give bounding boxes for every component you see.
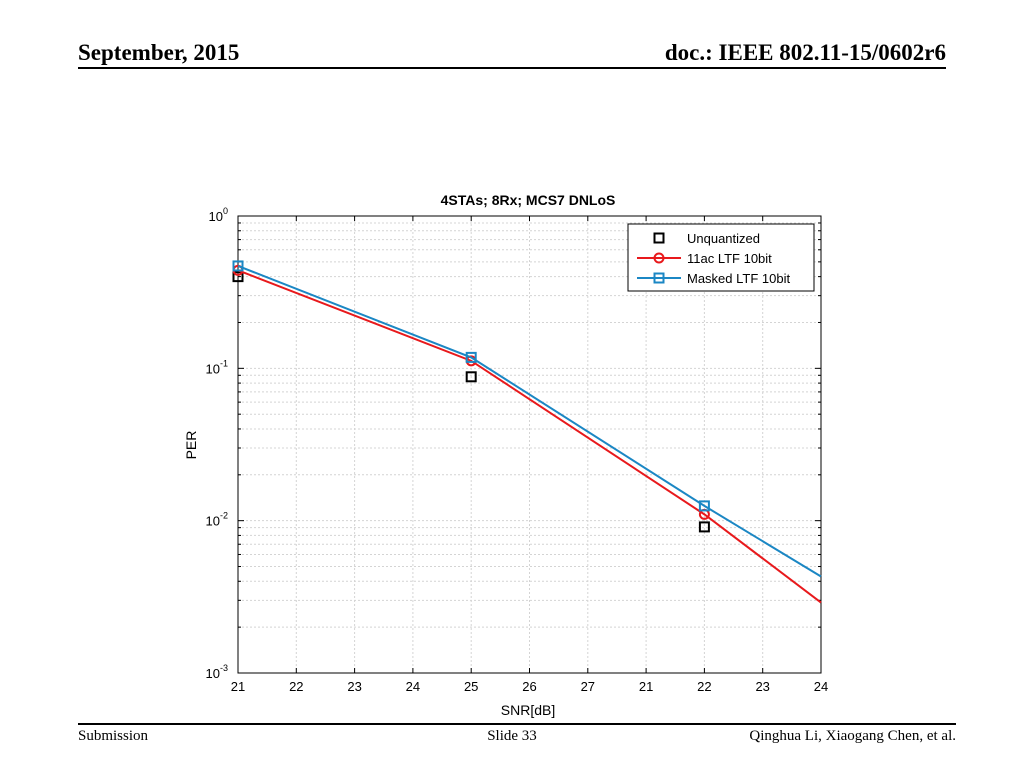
legend-marker-11ac-ltf-10bit: [653, 252, 665, 264]
masked-ltf-10bit-point: [698, 500, 710, 512]
y-axis-label: PER: [183, 431, 199, 460]
masked-ltf-10bit-point: [465, 351, 477, 363]
x-tick-label: 24: [814, 679, 828, 694]
legend-marker-masked-ltf-10bit: [653, 272, 665, 284]
grid-lines: [238, 216, 821, 673]
footer-rule: [78, 723, 956, 725]
11ac-ltf-10bit-line: [237, 269, 822, 604]
unquantized-point: [232, 271, 244, 283]
header-rule: [78, 67, 946, 69]
axes-box: [237, 215, 822, 674]
x-tick-label: 22: [697, 679, 711, 694]
legend-label-masked-ltf-10bit: Masked LTF 10bit: [687, 271, 790, 286]
legend-label-11ac-ltf-10bit: 11ac LTF 10bit: [687, 251, 772, 266]
unquantized-point: [465, 371, 477, 383]
footer-authors: Qinghua Li, Xiaogang Chen, et al.: [749, 728, 956, 744]
series-group: [232, 260, 822, 604]
axes: 21 22 23 24 25 26 27 21 22 23 24 100 10-1 10-2 10-3: [206, 206, 829, 694]
x-tick-label: 25: [464, 679, 478, 694]
y-tick-label: 10-3: [206, 663, 228, 681]
masked-ltf-10bit-line: [237, 265, 822, 578]
x-tick-label: 26: [522, 679, 536, 694]
x-tick-label: 21: [639, 679, 653, 694]
footer-slide-number: Slide 33: [487, 728, 537, 744]
legend-marker-unquantized: [653, 232, 665, 244]
x-axis-label: SNR[dB]: [501, 702, 555, 718]
header-date: September, 2015: [78, 40, 240, 65]
x-tick-label: 23: [347, 679, 361, 694]
legend: Unquantized 11ac LTF 10bit Masked LTF 10bi…: [627, 223, 815, 292]
x-tick-label: 21: [231, 679, 245, 694]
x-tick-label: 24: [406, 679, 420, 694]
y-tick-label: 10-1: [206, 358, 228, 376]
header-doc-id: doc.: IEEE 802.11-15/0602r6: [664, 40, 946, 65]
footer-submission: Submission: [78, 728, 149, 744]
legend-label-unquantized: Unquantized: [687, 231, 760, 246]
y-tick-label: 100: [209, 206, 228, 224]
chart-title: 4STAs; 8Rx; MCS7 DNLoS: [441, 192, 616, 208]
unquantized-point: [698, 521, 710, 533]
x-tick-label: 22: [289, 679, 303, 694]
y-tick-label: 10-2: [206, 511, 228, 529]
x-tick-label: 27: [581, 679, 595, 694]
masked-ltf-10bit-point: [232, 260, 244, 272]
x-tick-label: 23: [755, 679, 769, 694]
